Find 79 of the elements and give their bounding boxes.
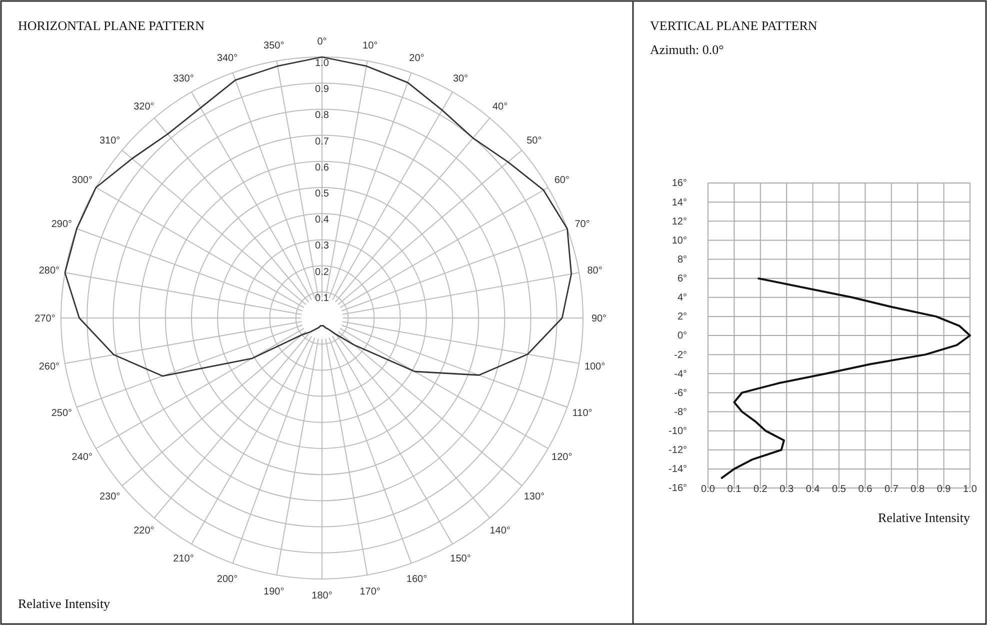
- y-tick-label: -6°: [674, 388, 687, 399]
- y-tick-label: 0.5: [315, 188, 330, 200]
- spoke-label: 110°: [572, 408, 592, 420]
- y-tick-label: 0.6: [315, 162, 330, 174]
- y-tick-label: -4°: [674, 368, 687, 380]
- spoke-label: 320°: [134, 101, 154, 112]
- spoke-label: 230°: [99, 492, 120, 503]
- spoke-label: 340°: [216, 53, 238, 64]
- spoke-label: 190°: [264, 586, 284, 598]
- spoke-label: 180°: [312, 590, 332, 602]
- y-tick-label: -16°: [668, 483, 687, 494]
- spoke-label: 270°: [34, 314, 56, 324]
- y-tick-label: -10°: [668, 426, 687, 438]
- spoke-label: 170°: [360, 586, 380, 598]
- x-tick-label: 0.2: [753, 484, 768, 496]
- spoke-label: 130°: [524, 492, 545, 503]
- spoke-label: 120°: [552, 452, 572, 463]
- line-series: [720, 277, 971, 480]
- y-tick-label: 0°: [677, 330, 687, 342]
- x-tick-label: 0.4: [806, 484, 820, 496]
- spoke-label: 240°: [72, 452, 92, 463]
- spoke-label: 150°: [450, 553, 471, 564]
- x-tick-label: 0.1: [727, 484, 742, 496]
- x-tick-label: 0.0: [701, 484, 716, 496]
- spoke-label: 280°: [38, 265, 60, 276]
- y-tick-label: 1.0: [315, 58, 330, 69]
- y-tick-label: 0.8: [315, 110, 330, 122]
- x-tick-label: 0.3: [780, 484, 794, 496]
- y-tick-label: 2°: [677, 312, 687, 323]
- y-tick-label: 16°: [672, 178, 687, 190]
- spoke-label: 70°: [574, 218, 590, 230]
- spoke-label: 160°: [406, 574, 428, 585]
- spoke-label: 30°: [452, 74, 468, 85]
- x-tick-label: 0.5: [832, 484, 846, 496]
- y-tick-label: -2°: [674, 350, 687, 361]
- y-tick-label: 14°: [672, 197, 687, 208]
- spoke-label: 90°: [591, 314, 607, 324]
- spoke-label: 310°: [99, 135, 120, 146]
- y-tick-label: 8°: [677, 254, 687, 266]
- x-tick-label: 0.9: [936, 484, 952, 496]
- y-tick-label: 10°: [672, 235, 687, 246]
- y-tick-label: 6°: [677, 274, 687, 285]
- spoke-label: 300°: [72, 175, 92, 186]
- text: Relative Intensity: [18, 596, 111, 611]
- spoke-label: 100°: [584, 362, 606, 373]
- y-tick-label: 0.1: [315, 292, 330, 304]
- y-tick-label: 0.3: [315, 240, 330, 252]
- y-tick-label: 0.4: [315, 214, 330, 226]
- chart-subtitle: Azimuth: 0.0°: [650, 42, 724, 57]
- x-axis-title: Relative Intensity: [878, 510, 970, 525]
- spoke-label: 260°: [38, 362, 60, 373]
- y-tick-label: 0.9: [315, 84, 330, 96]
- y-tick-label: 12°: [672, 216, 687, 228]
- spoke-label: 80°: [587, 265, 602, 276]
- spoke-label: 290°: [51, 218, 72, 230]
- spoke-label: 350°: [264, 40, 284, 52]
- y-tick-label: 4°: [677, 292, 687, 304]
- y-tick-label: -14°: [668, 464, 687, 476]
- spoke-label: 250°: [51, 408, 72, 420]
- spoke-label: 140°: [490, 526, 510, 537]
- chart-title: HORIZONTAL PLANE PATTERN: [18, 18, 206, 33]
- x-tick-label: 1.0: [963, 484, 978, 496]
- spoke-label: 220°: [134, 526, 154, 537]
- chart-title: VERTICAL PLANE PATTERN: [650, 18, 818, 33]
- spoke-label: 50°: [526, 135, 542, 146]
- spoke-label: 200°: [216, 574, 238, 585]
- y-tick-label: 0.7: [315, 136, 330, 148]
- y-tick-label: -12°: [668, 445, 687, 456]
- x-tick-label: 0.6: [858, 484, 873, 496]
- spoke-label: 10°: [362, 40, 378, 52]
- y-tick-label: -8°: [674, 406, 687, 418]
- x-tick-label: 0.7: [884, 484, 899, 496]
- x-tick-label: 0.8: [910, 484, 925, 496]
- spoke-label: 40°: [492, 101, 508, 112]
- spoke-label: 210°: [173, 553, 194, 564]
- spoke-label: 330°: [173, 74, 194, 85]
- spoke-label: 20°: [409, 53, 424, 64]
- y-tick-label: 0.2: [315, 266, 330, 278]
- spoke-label: 60°: [554, 175, 570, 186]
